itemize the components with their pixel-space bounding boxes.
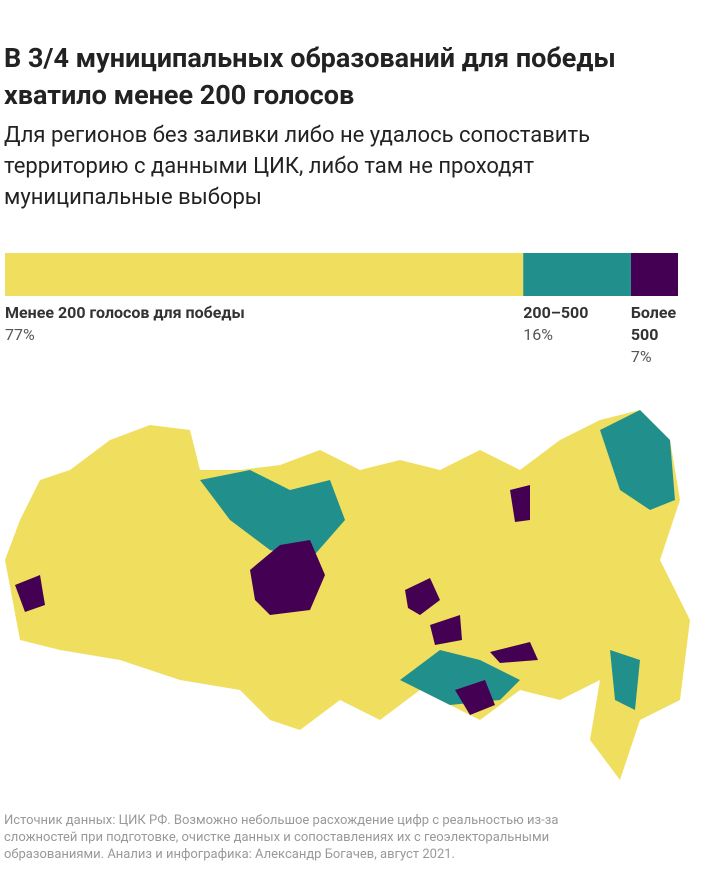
- map-region: [15, 575, 45, 612]
- map-region: [400, 650, 520, 705]
- map-region: [610, 650, 640, 710]
- map-region: [5, 410, 690, 780]
- map-region: [430, 615, 462, 645]
- segment-label: 200–500 16%: [523, 302, 623, 346]
- map-region: [405, 578, 440, 615]
- value-label: 16%: [523, 325, 553, 344]
- legend-label: 200–500: [523, 303, 589, 322]
- segment-label: Менее 200 голосов для победы 77%: [5, 302, 515, 346]
- bar-segment: [630, 253, 678, 296]
- segment-label: Более 500 7%: [631, 302, 681, 368]
- stacked-bar: [5, 253, 678, 296]
- bar-segment: [523, 253, 631, 296]
- chart-subtitle: Для регионов без заливки либо не удалось…: [4, 123, 591, 210]
- map-region: [200, 470, 345, 560]
- map-region: [455, 680, 495, 715]
- legend-label: Менее 200 голосов для победы: [5, 303, 245, 322]
- map-region: [510, 485, 530, 522]
- map-region: [250, 540, 325, 615]
- source-note: Источник данных: ЦИК РФ. Возможно неболь…: [4, 813, 559, 862]
- chart-title: В 3/4 муниципальных образований для побе…: [4, 42, 616, 111]
- bar-segment: [5, 253, 524, 296]
- legend-label: Более 500: [630, 303, 677, 344]
- map-region: [490, 642, 538, 663]
- value-label: 77%: [5, 325, 35, 344]
- map: [5, 410, 690, 780]
- value-label: 7%: [630, 347, 652, 366]
- map-region: [600, 410, 675, 510]
